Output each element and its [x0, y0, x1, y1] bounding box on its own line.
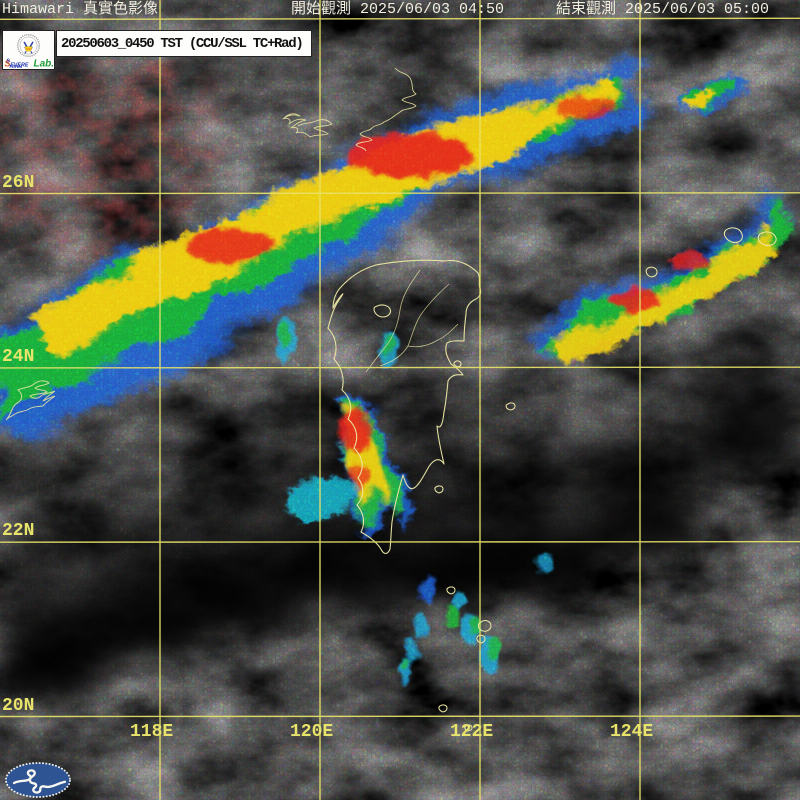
svg-text:Lab.: Lab. — [34, 59, 55, 70]
svg-text:TORM: TORM — [9, 64, 23, 69]
